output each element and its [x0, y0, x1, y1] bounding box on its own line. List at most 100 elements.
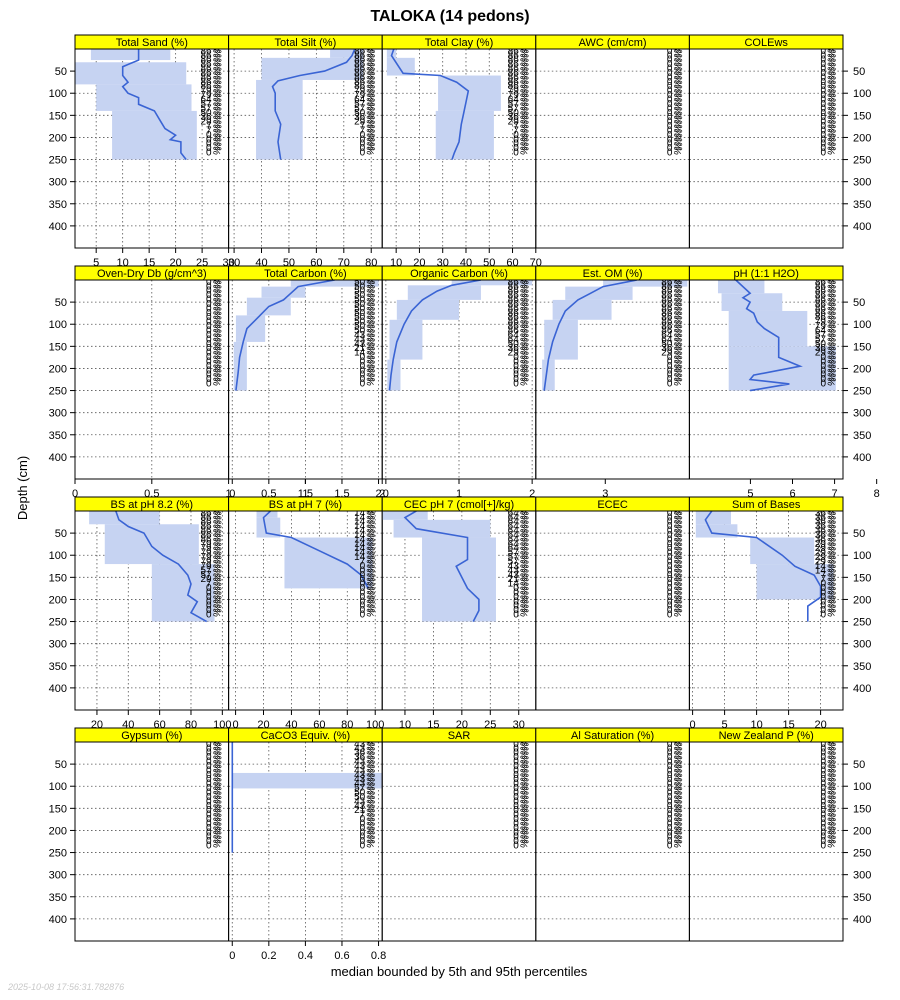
count-percent: % [519, 550, 532, 562]
count-label: 0 [667, 543, 673, 554]
count-label: 0 [667, 574, 673, 585]
count-label: 86 [508, 299, 520, 310]
count-label: 14 [354, 521, 366, 532]
count-label: 0 [820, 361, 826, 372]
count-percent: % [673, 376, 686, 388]
count-label: 0 [667, 534, 673, 545]
count-percent: % [673, 736, 686, 748]
y-tick-label-left: 300 [49, 639, 67, 651]
count-percent: % [673, 336, 686, 348]
y-tick-label-left: 100 [49, 88, 67, 100]
count-label: 0 [820, 779, 826, 790]
count-percent: % [519, 127, 532, 139]
count-percent: % [826, 781, 839, 793]
count-percent: % [673, 798, 686, 810]
count-label: 50 [354, 303, 366, 314]
count-percent: % [365, 79, 378, 91]
count-percent: % [365, 576, 378, 588]
panel-row-3: BS at pH 8.2 (%)86 %86 %86 %86 %86 %86 %86 %79%… [49, 496, 871, 731]
count-percent: % [519, 57, 532, 69]
count-percent: % [212, 327, 225, 339]
panel-data: 0 %0 %0 %0 %0 %0 %0 %0 %0 %0 %0 %0 %0 %0 %0 %0 %0 %0 %0 %0%… [75, 274, 229, 479]
count-label: 0 [820, 112, 826, 123]
count-label: 14 [354, 348, 366, 359]
count-label: 64 [508, 512, 520, 523]
count-label: 86 [508, 308, 520, 319]
count-label: 29 [815, 548, 827, 559]
count-percent: % [519, 319, 532, 331]
count-label: 86 [508, 64, 520, 75]
count-label: 0 [360, 370, 366, 381]
count-label: 0 [206, 823, 212, 834]
count-label: 0 [667, 743, 673, 754]
count-percent: % [212, 141, 225, 153]
count-label: 0 [667, 370, 673, 381]
count-percent: % [826, 66, 839, 78]
count-percent: % [673, 74, 686, 86]
count-percent: % [519, 829, 532, 841]
count-percent: % [826, 105, 839, 117]
count-label: 0 [513, 743, 519, 754]
count-percent: % [673, 57, 686, 69]
count-percent: % [673, 554, 686, 566]
x-tick-label: 0 [72, 488, 78, 500]
count-label: 0 [513, 832, 519, 843]
count-label: 14 [815, 565, 827, 576]
count-percent: % [826, 772, 839, 784]
count-percent: % [826, 554, 839, 566]
y-tick-label-left: 350 [49, 430, 67, 442]
count-percent: % [826, 798, 839, 810]
count-label: 86 [354, 55, 366, 66]
count-label: 64 [508, 534, 520, 545]
count-label: 64 [815, 326, 827, 337]
count-label: 0 [820, 583, 826, 594]
count-percent: % [212, 554, 225, 566]
count-label: 0 [206, 832, 212, 843]
count-percent: % [365, 812, 378, 824]
count-percent: % [826, 57, 839, 69]
count-percent: % [673, 825, 686, 837]
panel-strip-label: Total Sand (%) [116, 37, 188, 49]
count-percent: % [519, 132, 532, 144]
count-label: 0 [513, 810, 519, 821]
count-percent: % [673, 141, 686, 153]
count-percent: % [673, 332, 686, 344]
count-label: 14 [815, 561, 827, 572]
count-percent: % [212, 136, 225, 148]
panel-frame [688, 741, 844, 942]
count-percent: % [212, 274, 225, 286]
count-percent: % [673, 550, 686, 562]
count-percent: % [212, 363, 225, 375]
count-label: 0 [667, 361, 673, 372]
count-label: 0 [206, 370, 212, 381]
count-percent: % [519, 367, 532, 379]
y-tick-label-right: 400 [853, 914, 871, 926]
count-percent: % [826, 759, 839, 771]
count-label: 0 [820, 770, 826, 781]
count-percent: % [826, 136, 839, 148]
count-percent: % [365, 43, 378, 55]
count-percent: % [212, 119, 225, 131]
count-label: 50 [815, 339, 827, 350]
count-percent: % [519, 88, 532, 100]
count-percent: % [365, 110, 378, 122]
count-percent: % [826, 594, 839, 606]
count-percent: % [212, 283, 225, 295]
count-label: 36 [508, 112, 520, 123]
count-percent: % [826, 541, 839, 553]
count-percent: % [365, 581, 378, 593]
y-tick-label-right: 200 [853, 132, 871, 144]
count-label: 50 [354, 321, 366, 332]
count-label: 86 [661, 295, 673, 306]
count-percent: % [365, 838, 378, 850]
panel-total-carbon: Total Carbon (%)50 %50 %50 %50 %50 %50 %50 %50%… [228, 265, 383, 500]
percentile-band [552, 299, 612, 320]
count-label: 0 [206, 312, 212, 323]
count-label: 0 [513, 370, 519, 381]
count-label: 0 [667, 508, 673, 519]
count-label: 0 [667, 805, 673, 816]
count-percent: % [673, 105, 686, 117]
y-tick-label-right: 250 [853, 617, 871, 629]
count-percent: % [365, 358, 378, 370]
